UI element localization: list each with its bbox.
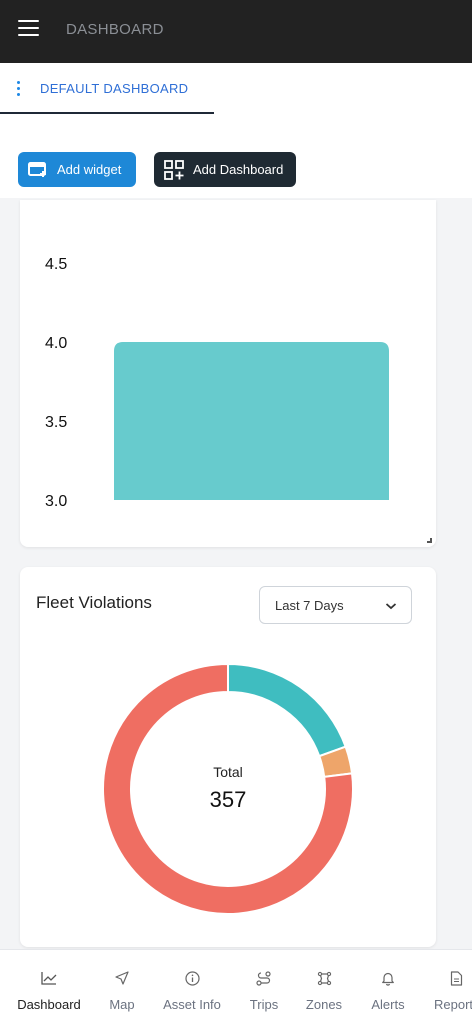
bar[interactable]	[114, 342, 389, 500]
hamburger-icon[interactable]	[18, 20, 39, 38]
tab-default-dashboard[interactable]: DEFAULT DASHBOARD	[40, 81, 189, 96]
period-select[interactable]: Last 7 Days	[259, 586, 412, 624]
nav-label: Report	[434, 997, 472, 1012]
nav-item-asset-info[interactable]: Asset Info	[158, 950, 226, 1024]
add-dashboard-icon	[164, 159, 184, 180]
action-bar: Add widget Add Dashboard	[0, 114, 472, 198]
vertical-dots-icon[interactable]	[17, 81, 21, 97]
fleet-violations-widget: Fleet Violations Last 7 Days Total 357	[20, 567, 436, 947]
donut-total-value: 357	[209, 787, 247, 812]
period-select-value: Last 7 Days	[275, 598, 344, 613]
nav-item-map[interactable]: Map	[100, 950, 144, 1024]
y-tick-label: 4.5	[45, 256, 67, 273]
route-icon	[256, 970, 272, 986]
navigation-arrow-icon	[115, 970, 129, 986]
document-icon	[450, 970, 463, 986]
add-widget-icon	[28, 161, 48, 178]
bar-chart-widget: 4.5 4.0 3.5 3.0	[20, 200, 436, 547]
add-dashboard-button[interactable]: Add Dashboard	[154, 152, 296, 187]
nav-item-zones[interactable]: Zones	[301, 950, 347, 1024]
nav-item-dashboard[interactable]: Dashboard	[14, 950, 84, 1024]
nav-item-trips[interactable]: Trips	[242, 950, 286, 1024]
nav-label: Asset Info	[163, 997, 221, 1012]
nav-item-alerts[interactable]: Alerts	[365, 950, 411, 1024]
info-circle-icon	[184, 970, 200, 986]
top-app-bar: DASHBOARD	[0, 0, 472, 63]
widget-title: Fleet Violations	[36, 593, 152, 612]
y-tick-label: 3.0	[45, 493, 67, 510]
nav-label: Zones	[305, 997, 343, 1012]
donut-chart	[102, 662, 354, 915]
add-dashboard-label: Add Dashboard	[193, 162, 284, 177]
bar-chart: 4.5 4.0 3.5 3.0	[45, 256, 389, 510]
chart-line-icon	[41, 970, 57, 986]
bell-icon	[381, 970, 395, 986]
nav-label: Map	[109, 997, 135, 1012]
nav-label: Alerts	[371, 997, 405, 1012]
y-tick-label: 3.5	[45, 414, 67, 431]
add-widget-button[interactable]: Add widget	[18, 152, 136, 187]
bottom-navigation: Dashboard Map Asset Info Trips Zones Ale…	[0, 949, 472, 1024]
y-tick-label: 4.0	[45, 335, 67, 352]
donut-center-label: Total	[213, 764, 243, 780]
nav-item-report[interactable]: Report	[432, 950, 472, 1024]
app-title: DASHBOARD	[66, 21, 164, 38]
add-widget-label: Add widget	[57, 162, 122, 177]
chevron-down-icon	[385, 599, 397, 617]
dashboard-tab-bar: DEFAULT DASHBOARD	[0, 63, 472, 114]
donut-slice[interactable]	[227, 662, 347, 758]
zone-icon	[317, 970, 332, 986]
nav-label: Trips	[249, 997, 279, 1012]
active-tab-indicator	[0, 112, 214, 114]
nav-label: Dashboard	[17, 997, 81, 1012]
resize-handle[interactable]	[427, 538, 432, 543]
donut-slice[interactable]	[102, 662, 354, 915]
